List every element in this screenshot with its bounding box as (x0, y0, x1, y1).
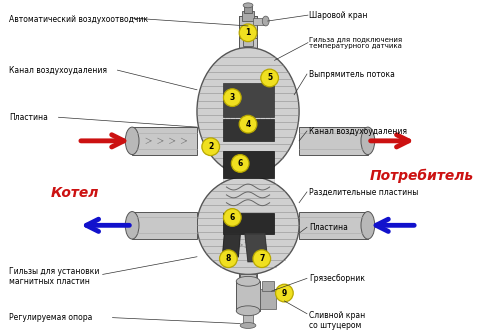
Circle shape (220, 250, 237, 267)
Bar (262, 281, 274, 291)
Polygon shape (245, 234, 268, 262)
Text: Автоматический воздухоотводчик: Автоматический воздухоотводчик (10, 15, 148, 24)
Bar (253, 18, 264, 25)
Text: 1: 1 (246, 28, 250, 37)
Text: Канал воздухоудаления: Канал воздухоудаления (309, 127, 407, 135)
Text: Пластина: Пластина (10, 113, 48, 122)
Text: 6: 6 (230, 213, 235, 222)
Bar (222, 213, 274, 234)
Text: Сливной кран
со штуцером: Сливной кран со штуцером (309, 311, 365, 330)
Text: 9: 9 (282, 289, 287, 298)
Ellipse shape (240, 323, 256, 328)
Text: Разделительные пластины: Разделительные пластины (309, 187, 418, 197)
Ellipse shape (197, 176, 299, 275)
Ellipse shape (361, 212, 374, 239)
Bar (240, 275, 256, 299)
Text: 2: 2 (208, 142, 214, 151)
Text: Потребитель: Потребитель (370, 169, 474, 183)
Circle shape (224, 89, 241, 107)
Text: 7: 7 (259, 254, 264, 263)
Bar (243, 311, 253, 326)
Text: 6: 6 (238, 159, 243, 168)
Circle shape (276, 284, 293, 302)
Bar (299, 212, 368, 239)
Bar (260, 289, 276, 309)
Ellipse shape (126, 212, 139, 239)
Ellipse shape (126, 127, 139, 155)
Ellipse shape (197, 48, 299, 175)
Text: 4: 4 (246, 120, 250, 129)
Text: Гильза для подключения
температурного датчика: Гильза для подключения температурного да… (309, 36, 402, 49)
Circle shape (253, 250, 270, 267)
Ellipse shape (243, 3, 253, 8)
Text: 5: 5 (267, 74, 272, 83)
Bar (222, 119, 274, 141)
Circle shape (224, 209, 241, 226)
Bar (242, 11, 254, 21)
Bar (239, 16, 257, 311)
Circle shape (232, 155, 249, 172)
Bar (132, 212, 197, 239)
Ellipse shape (236, 277, 260, 286)
Text: Шаровой кран: Шаровой кран (309, 11, 368, 20)
Text: Канал воздухоудаления: Канал воздухоудаления (10, 66, 108, 75)
Circle shape (239, 24, 257, 42)
Circle shape (239, 115, 257, 133)
Bar (244, 6, 252, 13)
Bar (132, 127, 197, 155)
Text: Грязесборник: Грязесборник (309, 274, 365, 283)
Bar (243, 16, 253, 46)
Text: Пластина: Пластина (309, 223, 348, 232)
Bar (299, 127, 368, 155)
Bar (239, 16, 257, 38)
Ellipse shape (262, 16, 269, 26)
Text: Выпрямитель потока: Выпрямитель потока (309, 70, 395, 79)
Circle shape (261, 69, 278, 87)
Text: Гильзы для установки
магнитных пластин: Гильзы для установки магнитных пластин (10, 266, 100, 286)
Bar (222, 151, 274, 178)
Polygon shape (222, 234, 240, 257)
Bar (236, 281, 260, 311)
Bar (222, 178, 274, 213)
Ellipse shape (236, 306, 260, 316)
Bar (222, 83, 274, 117)
Text: 3: 3 (230, 93, 235, 102)
Text: Регулируемая опора: Регулируемая опора (10, 313, 93, 322)
Ellipse shape (361, 127, 374, 155)
Circle shape (202, 138, 220, 156)
Text: Котел: Котел (51, 186, 100, 200)
Text: 8: 8 (226, 254, 231, 263)
